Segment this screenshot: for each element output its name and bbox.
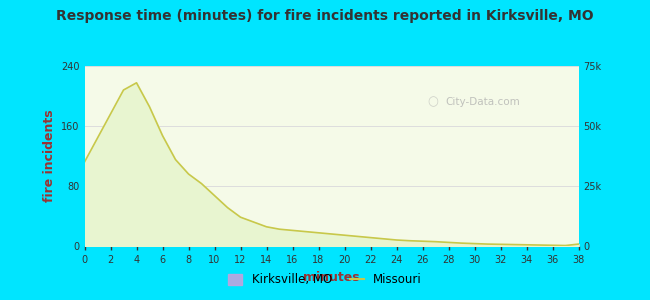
Text: Response time (minutes) for fire incidents reported in Kirksville, MO: Response time (minutes) for fire inciden…	[56, 9, 594, 23]
Text: ○: ○	[428, 95, 439, 109]
Y-axis label: fire incidents: fire incidents	[43, 110, 56, 202]
X-axis label: minutes: minutes	[303, 271, 360, 284]
Text: City-Data.com: City-Data.com	[445, 97, 520, 107]
Legend: Kirksville, MO, Missouri: Kirksville, MO, Missouri	[224, 269, 426, 291]
